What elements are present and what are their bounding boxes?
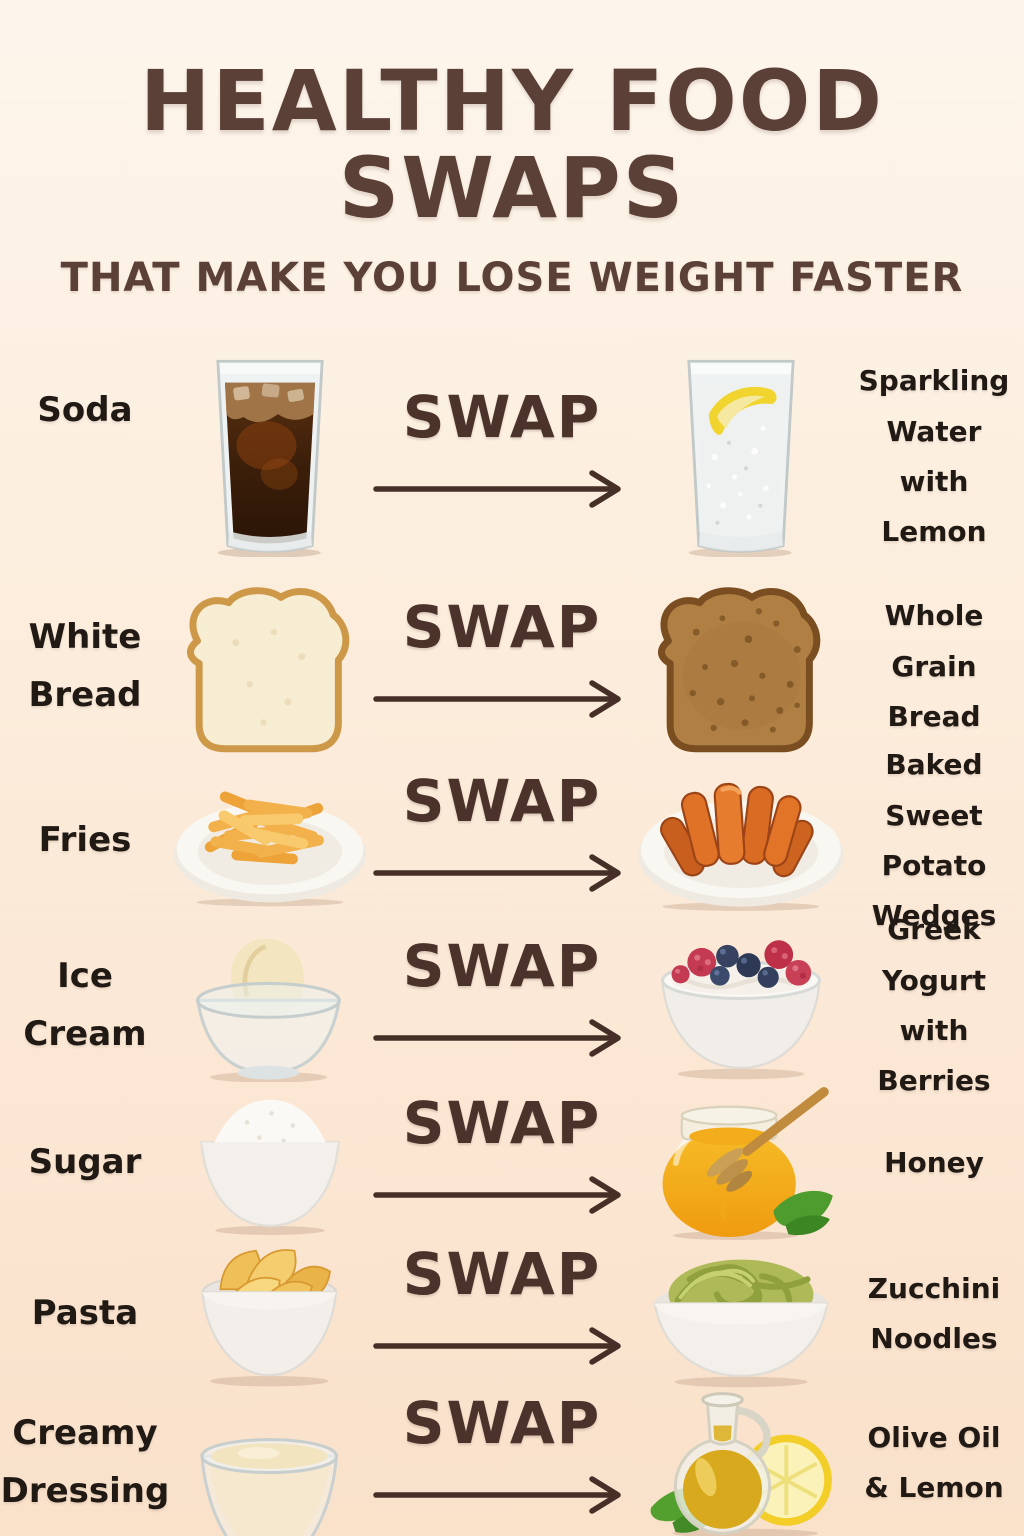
swap-indicator: SWAP	[370, 1240, 634, 1368]
creamy-dressing-bowl-image	[170, 1420, 370, 1536]
swap-row-ice-cream: Ice Cream SWAP	[0, 913, 1024, 1097]
olive-oil-lemon-bottle-image	[634, 1389, 848, 1536]
swap-row-pasta: Pasta SWAP	[0, 1238, 1024, 1390]
right-food-label: Whole Grain Bread	[884, 599, 984, 734]
sweet-potato-wedges-plate-image	[634, 767, 848, 915]
swap-indicator: SWAP	[370, 383, 634, 511]
swap-row-sugar: Sugar SWAP	[0, 1086, 1024, 1240]
swap-text: SWAP	[402, 1389, 602, 1457]
pasta-bowl-image	[170, 1241, 370, 1388]
swap-row-bread: White Bread SWAP	[0, 572, 1024, 762]
cola-glass-image	[170, 357, 370, 557]
swap-text: SWAP	[402, 1089, 602, 1157]
left-food-label: Sugar	[28, 1142, 142, 1183]
page-subtitle: THAT MAKE YOU LOSE WEIGHT FASTER	[60, 254, 964, 301]
swap-text: SWAP	[402, 383, 602, 451]
right-arrow-icon	[373, 1019, 621, 1057]
left-food-label: Fries	[38, 820, 132, 861]
swap-indicator: SWAP	[370, 593, 634, 721]
sparkling-water-glass-image	[634, 357, 848, 557]
right-arrow-icon	[373, 1176, 621, 1214]
left-food-label: Ice Cream	[23, 956, 147, 1054]
swap-text: SWAP	[402, 767, 602, 835]
right-food-label: Sparkling Water with Lemon	[858, 364, 1010, 549]
right-arrow-icon	[373, 1476, 621, 1514]
right-food-label: Zucchini Noodles	[867, 1271, 1001, 1355]
right-arrow-icon	[373, 470, 621, 508]
swap-row-dressing: Creamy Dressing SWAP	[0, 1389, 1024, 1536]
title-line-1: HEALTHY FOOD	[140, 52, 884, 150]
right-food-label: Baked Sweet Potato Wedges	[871, 748, 997, 933]
swap-row-fries: Fries	[0, 748, 1024, 932]
white-bread-slice-image	[170, 580, 370, 754]
left-food-label: Creamy Dressing	[0, 1413, 170, 1511]
swap-text: SWAP	[402, 593, 602, 661]
honey-jar-image	[634, 1086, 848, 1240]
page-title: HEALTHY FOOD SWAPS	[0, 52, 1024, 238]
swap-row-soda: Soda SWAP	[0, 350, 1024, 564]
left-food-label: Pasta	[31, 1293, 139, 1334]
right-arrow-icon	[373, 1327, 621, 1365]
swap-text: SWAP	[402, 1240, 602, 1308]
sugar-bowl-image	[170, 1092, 370, 1235]
ice-cream-bowl-image	[170, 931, 370, 1082]
title-line-2: SWAPS	[338, 139, 686, 238]
swap-indicator: SWAP	[370, 1389, 634, 1517]
right-food-label: Honey	[884, 1145, 984, 1179]
right-arrow-icon	[373, 680, 621, 718]
swap-indicator: SWAP	[370, 932, 634, 1060]
french-fries-plate-image	[170, 767, 370, 915]
swap-indicator: SWAP	[370, 1089, 634, 1217]
swap-indicator: SWAP	[370, 767, 634, 895]
zucchini-noodles-bowl-image	[634, 1240, 848, 1388]
left-food-label: White Bread	[28, 617, 142, 715]
right-food-label: Greek Yogurt with Berries	[877, 913, 991, 1098]
yogurt-berries-bowl-image	[634, 932, 848, 1080]
right-food-label: Olive Oil & Lemon	[864, 1420, 1004, 1504]
left-food-label: Soda	[37, 390, 133, 430]
whole-grain-bread-slice-image	[634, 580, 848, 754]
poster-header: HEALTHY FOOD SWAPS THAT MAKE YOU LOSE WE…	[0, 52, 1024, 301]
right-arrow-icon	[373, 854, 621, 892]
swap-text: SWAP	[402, 932, 602, 1000]
